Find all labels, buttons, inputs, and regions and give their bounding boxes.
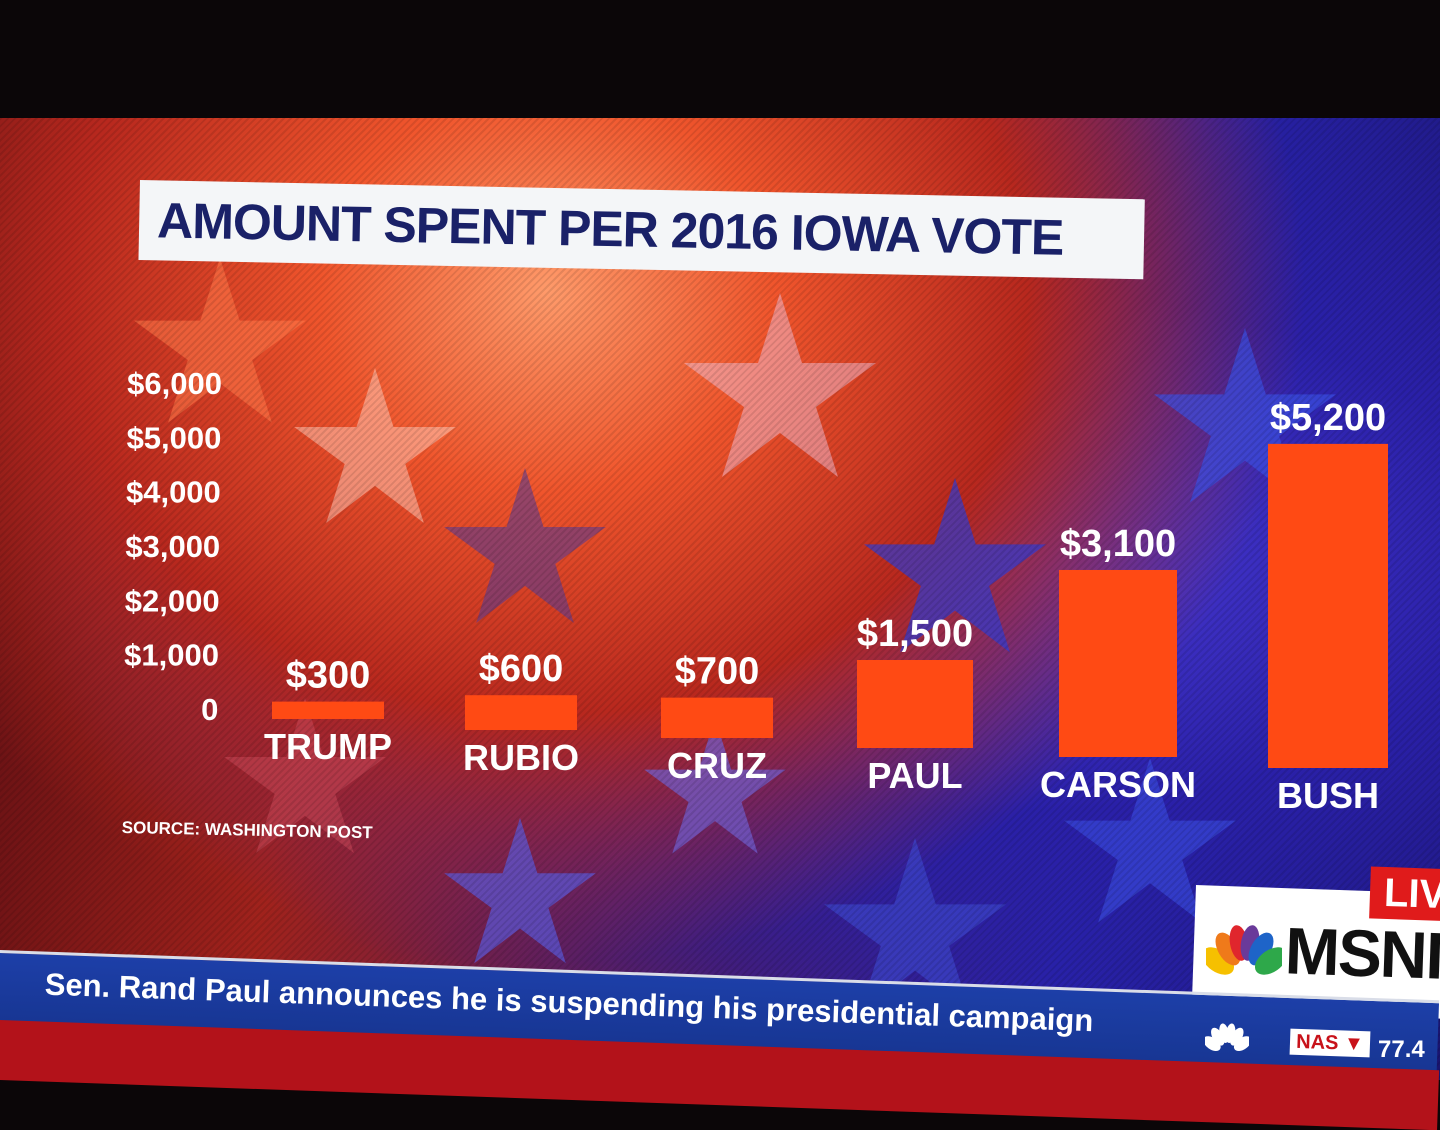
star-decoration	[294, 368, 456, 523]
value-labels-group: $300 $600 $700 $1,500 $3,100 $5,200	[286, 397, 1386, 697]
bar-cruz	[661, 697, 773, 738]
bar-bush	[1268, 443, 1388, 768]
network-name: MSNI	[1283, 913, 1440, 993]
bar-rubio	[465, 695, 577, 730]
bar-value-label: $300	[286, 655, 371, 697]
tv-screen-background	[0, 118, 1440, 1080]
peacock-logo-icon	[1206, 925, 1282, 975]
bars-group	[272, 443, 1388, 768]
y-tick-label: $5,000	[127, 420, 222, 455]
x-axis: TRUMP RUBIO CRUZ PAUL CARSON BUSH	[264, 726, 1379, 816]
x-category-label: BUSH	[1277, 775, 1379, 816]
star-decoration	[824, 838, 1006, 1013]
y-tick-label: $1,000	[124, 638, 219, 673]
bar-value-label: $600	[479, 648, 564, 690]
y-axis: 0 $1,000 $2,000 $3,000 $4,000 $5,000 $6,000	[124, 366, 222, 727]
bar-trump	[272, 701, 384, 719]
star-decoration	[1064, 758, 1236, 923]
bar-chart: 0 $1,000 $2,000 $3,000 $4,000 $5,000 $6,000 $3…	[124, 366, 1388, 816]
live-badge: LIV	[1369, 866, 1440, 922]
y-tick-label: $4,000	[126, 475, 221, 510]
bar-value-label: $3,100	[1060, 523, 1176, 565]
bar-value-label: $700	[675, 651, 760, 693]
market-index-label: NAS ▼	[1289, 1028, 1371, 1058]
x-category-label: PAUL	[867, 755, 962, 796]
x-category-label: RUBIO	[463, 737, 579, 778]
small-peacock-icon	[1205, 1023, 1249, 1052]
x-category-label: CRUZ	[667, 745, 767, 786]
market-index-value: 77.4	[1378, 1036, 1425, 1063]
star-decoration	[224, 698, 386, 853]
y-tick-label: 0	[201, 692, 218, 727]
star-decoration	[134, 258, 306, 423]
star-decoration	[864, 478, 1046, 653]
bar-value-label: $1,500	[857, 613, 973, 655]
y-tick-label: $2,000	[125, 583, 220, 618]
x-category-label: TRUMP	[264, 726, 392, 767]
bar-paul	[857, 660, 973, 748]
x-category-label: CARSON	[1040, 764, 1196, 805]
star-decoration	[444, 818, 596, 964]
star-decoration	[444, 468, 606, 623]
y-tick-label: $6,000	[127, 366, 222, 401]
star-decoration	[1154, 328, 1336, 503]
y-tick-label: $3,000	[125, 529, 220, 564]
star-decoration	[684, 293, 876, 477]
star-decoration	[644, 718, 786, 854]
bar-value-label: $5,200	[1270, 397, 1386, 439]
bar-carson	[1059, 569, 1177, 757]
